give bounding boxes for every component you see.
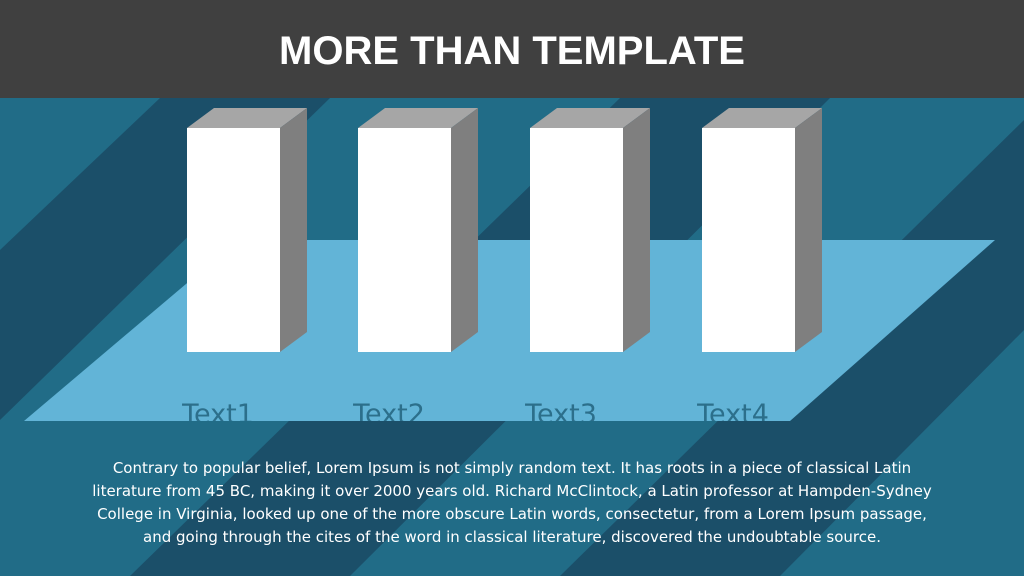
bar-side <box>795 108 822 352</box>
bar-front <box>187 128 280 352</box>
header-bar <box>0 0 1024 98</box>
bar-side <box>623 108 650 352</box>
bar-front <box>702 128 795 352</box>
bars <box>187 108 822 352</box>
bar-front <box>358 128 451 352</box>
bar-side <box>280 108 307 352</box>
bar-top <box>702 108 822 128</box>
labels: Text1 Text2 Text3 Text4 <box>181 399 769 430</box>
item-label: Text4 <box>696 399 769 430</box>
item-label: Text2 <box>352 399 425 430</box>
body-line: Contrary to popular belief, Lorem Ipsum … <box>113 459 911 477</box>
item-label: Text1 <box>181 399 254 430</box>
bar-side <box>451 108 478 352</box>
body-line: and going through the cites of the word … <box>143 528 881 546</box>
bar-top <box>358 108 478 128</box>
body-line: College in Virginia, looked up one of th… <box>97 505 927 523</box>
bar-top <box>187 108 307 128</box>
bar-top <box>530 108 650 128</box>
item-label: Text3 <box>524 399 597 430</box>
title: MORE THAN TEMPLATE <box>279 29 745 73</box>
body-line: literature from 45 BC, making it over 20… <box>92 482 932 500</box>
body-text: Contrary to popular belief, Lorem Ipsum … <box>92 459 932 546</box>
bar-front <box>530 128 623 352</box>
